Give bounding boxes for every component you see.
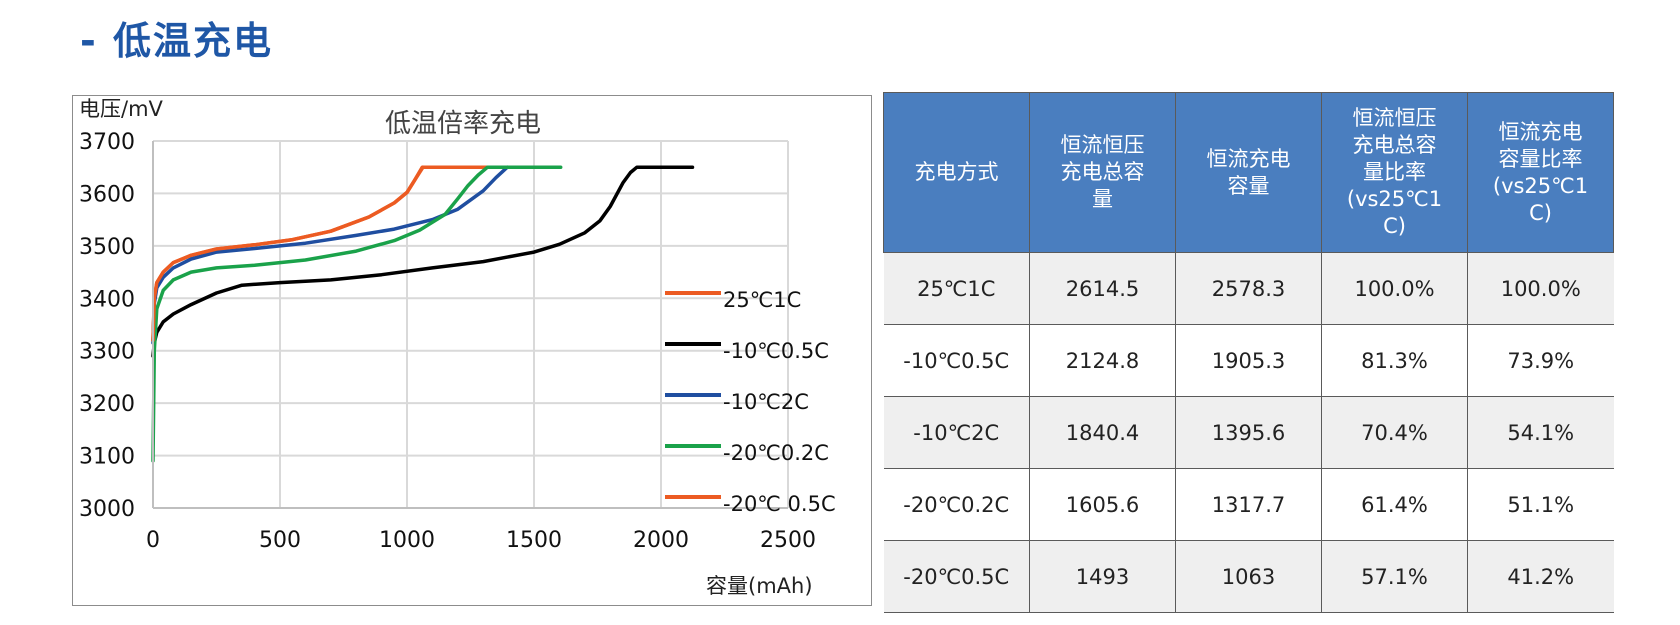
header-cc-capacity-ratio: 恒流充电 容量比率 (vs25℃1 C) [1467,92,1614,253]
legend-label: -20℃0.2C [723,441,829,465]
table-cell: 61.4% [1321,468,1468,541]
series-line [151,165,425,342]
table-cell: 1840.4 [1029,396,1176,469]
table-cell: 2578.3 [1175,252,1322,325]
table-cell: 1317.7 [1175,468,1322,541]
chart-grid [152,140,789,509]
table-cell: 73.9% [1467,324,1614,397]
table-cell: 100.0% [1321,252,1468,325]
table-cell: -20℃0.2C [883,468,1030,541]
table-row: -20℃0.2C 1605.6 1317.7 61.4% 51.1% [883,468,1614,541]
table-cell: 54.1% [1467,396,1614,469]
table-row: 25℃1C 2614.5 2578.3 100.0% 100.0% [883,252,1614,325]
y-tick-label: 3400 [79,287,135,312]
chart-legend: 25℃1C -10℃0.5C -10℃2C -20℃0.2C -20℃ 0.5C [665,288,836,516]
legend-label: 25℃1C [723,288,801,312]
table-cell: -20℃0.5C [883,540,1030,613]
y-tick-label: 3000 [79,497,135,522]
legend-label: -20℃ 0.5C [723,492,836,516]
table-cell: 2124.8 [1029,324,1176,397]
y-tick-label: 3700 [79,130,135,155]
x-axis-label: 容量(mAh) [706,574,813,598]
table-row: -10℃2C 1840.4 1395.6 70.4% 54.1% [883,396,1614,469]
table-cell: 70.4% [1321,396,1468,469]
chart-series-group [151,165,695,463]
charge-curve-chart: 3000 3100 3200 3300 3400 3500 3600 3700 0 500 1000… [79,97,836,598]
header-cccv-capacity-ratio: 恒流恒压 充电总容 量比率 (vs25℃1 C) [1321,92,1468,253]
table-header-row: 充电方式 恒流恒压 充电总容 量 恒流充电 容量 恒流恒压 充电总容 量比率 (… [883,92,1614,253]
x-tick-label: 1000 [379,528,435,553]
table-cell: 57.1% [1321,540,1468,613]
table-cell: -10℃2C [883,396,1030,469]
x-tick-label: 1500 [506,528,562,553]
table-cell: 51.1% [1467,468,1614,541]
table-cell: 25℃1C [883,252,1030,325]
header-cc-capacity: 恒流充电 容量 [1175,92,1322,253]
table-cell: 1605.6 [1029,468,1176,541]
chart-axes: 3000 3100 3200 3300 3400 3500 3600 3700 0 500 1000… [79,130,816,553]
table-row: -20℃0.5C 1493 1063 57.1% 41.2% [883,540,1614,613]
series-line [151,165,695,358]
table-cell: 1905.3 [1175,324,1322,397]
x-tick-label: 500 [259,528,301,553]
x-tick-label: 2500 [760,528,816,553]
y-tick-label: 3300 [79,340,135,365]
table-cell: 2614.5 [1029,252,1176,325]
table-row: -10℃0.5C 2124.8 1905.3 81.3% 73.9% [883,324,1614,397]
y-tick-label: 3100 [79,445,135,470]
table-cell: 41.2% [1467,540,1614,613]
table-cell: -10℃0.5C [883,324,1030,397]
page-title: - 低温充电 [80,19,274,63]
x-tick-label: 2000 [633,528,689,553]
table-cell: 1063 [1175,540,1322,613]
table-cell: 1395.6 [1175,396,1322,469]
table-cell: 1493 [1029,540,1176,613]
header-cccv-total-capacity: 恒流恒压 充电总容 量 [1029,92,1176,253]
table-cell: 81.3% [1321,324,1468,397]
legend-label: -10℃0.5C [723,339,829,363]
chart-title: 低温倍率充电 [385,109,541,139]
chart-panel: 3000 3100 3200 3300 3400 3500 3600 3700 0 500 1000… [72,95,872,606]
legend-label: -10℃2C [723,390,809,414]
y-tick-label: 3600 [79,182,135,207]
series-line [151,165,510,345]
table-cell: 100.0% [1467,252,1614,325]
y-tick-label: 3200 [79,392,135,417]
charge-results-table: 充电方式 恒流恒压 充电总容 量 恒流充电 容量 恒流恒压 充电总容 量比率 (… [883,92,1614,613]
x-tick-label: 0 [146,528,160,553]
series-line [151,165,563,463]
y-axis-label: 电压/mV [79,97,164,121]
header-charge-mode: 充电方式 [883,92,1030,253]
y-tick-label: 3500 [79,235,135,260]
